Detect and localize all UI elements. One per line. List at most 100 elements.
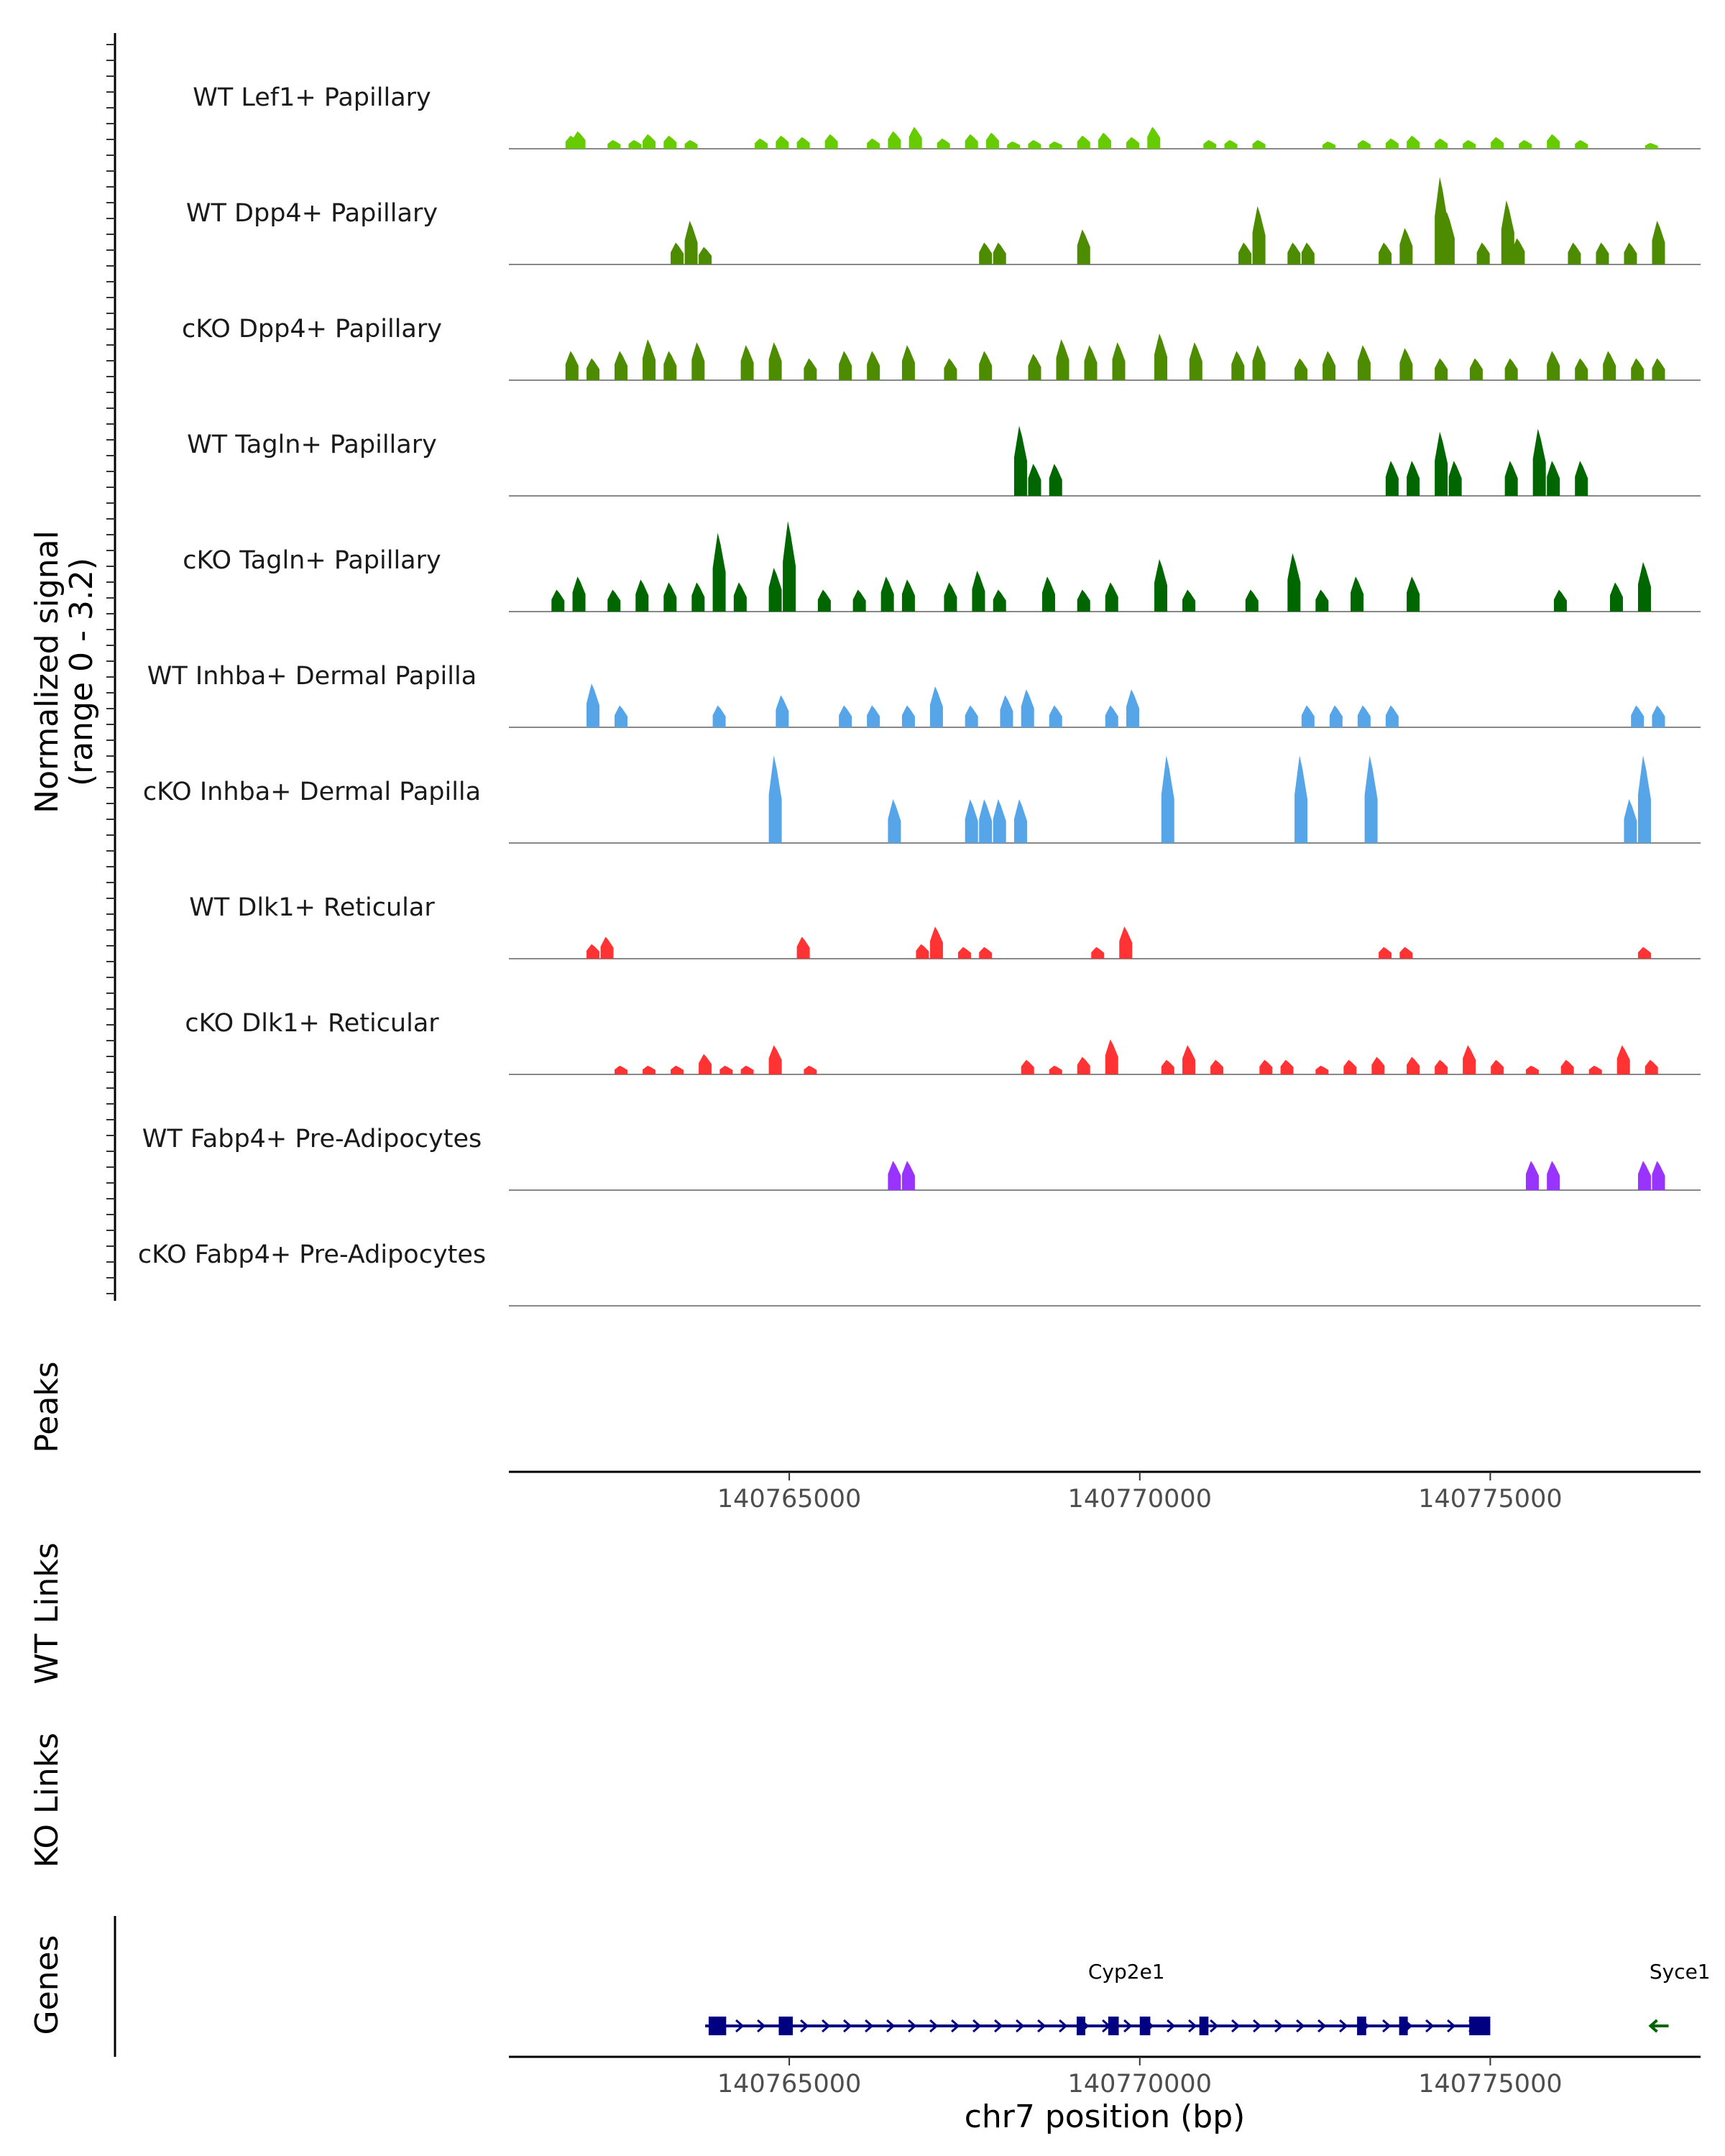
coverage-peak bbox=[1519, 139, 1532, 149]
coverage-peak bbox=[1379, 946, 1392, 959]
track: WT Dpp4+ Papillary bbox=[186, 177, 1701, 265]
coverage-peak bbox=[740, 345, 754, 380]
coverage-peak bbox=[1041, 576, 1055, 612]
coverage-peak bbox=[776, 135, 789, 149]
peaks-x-axis-ticks: 140765000 140770000 140775000 bbox=[717, 1472, 1563, 1514]
coverage-peak bbox=[867, 138, 880, 149]
strand-arrow bbox=[1317, 2019, 1327, 2033]
coverage-peak bbox=[684, 221, 698, 264]
coverage-peak bbox=[1357, 345, 1371, 380]
coverage-peak bbox=[1028, 354, 1041, 380]
coverage-peak bbox=[1049, 705, 1062, 727]
coverage-peak bbox=[965, 705, 978, 727]
track-label: cKO Fabp4+ Pre-Adipocytes bbox=[138, 1240, 486, 1269]
coverage-peak bbox=[1259, 1059, 1273, 1074]
coverage-peak bbox=[1652, 221, 1665, 264]
coverage-peak bbox=[1491, 137, 1504, 149]
x-tick-label: 140775000 bbox=[1418, 1485, 1562, 1514]
coverage-peak bbox=[1301, 705, 1315, 727]
strand-arrow bbox=[929, 2019, 939, 2033]
coverage-peak bbox=[1105, 705, 1118, 727]
strand-arrow bbox=[1188, 2019, 1197, 2033]
coverage-peak bbox=[1126, 689, 1140, 727]
coverage-peak bbox=[776, 695, 789, 727]
coverage-peak bbox=[1049, 141, 1062, 149]
coverage-peak bbox=[1512, 238, 1525, 264]
coverage-peak bbox=[979, 351, 993, 380]
track: WT Inhba+ Dermal Papilla bbox=[147, 662, 1701, 728]
coverage-peak bbox=[1476, 242, 1490, 264]
coverage-peak bbox=[615, 705, 628, 727]
coverage-peak bbox=[768, 568, 782, 612]
coverage-peak bbox=[1049, 464, 1062, 496]
coverage-peak bbox=[867, 705, 880, 727]
track-label: cKO Dpp4+ Papillary bbox=[182, 315, 442, 344]
coverage-peak bbox=[768, 755, 782, 843]
coverage-peak bbox=[768, 1045, 782, 1074]
coverage-peak bbox=[839, 351, 852, 380]
exon bbox=[1108, 2017, 1119, 2035]
coverage-peak bbox=[1491, 1059, 1504, 1074]
gene-annotations: Cyp2e1 Syce1 bbox=[705, 1960, 1711, 2035]
coverage-peak bbox=[1435, 431, 1448, 496]
coverage-peak bbox=[663, 582, 677, 612]
coverage-peak bbox=[1399, 348, 1413, 380]
coverage-peak bbox=[1575, 461, 1588, 496]
coverage-y-axis-ticks bbox=[106, 44, 115, 1294]
coverage-peak bbox=[1501, 200, 1514, 264]
x-tick-label: 140765000 bbox=[717, 2070, 861, 2099]
coverage-peak bbox=[1441, 211, 1455, 264]
coverage-peak bbox=[607, 139, 621, 149]
coverage-peak bbox=[615, 1065, 628, 1074]
coverage-peak bbox=[908, 126, 922, 149]
track: cKO Dlk1+ Reticular bbox=[185, 1009, 1701, 1075]
coverage-peak bbox=[1013, 799, 1027, 843]
coverage-peak bbox=[796, 936, 810, 959]
coverage-y-axis-subtitle: (range 0 - 3.2) bbox=[63, 558, 100, 786]
coverage-peak bbox=[993, 242, 1006, 264]
strand-arrow bbox=[908, 2019, 917, 2033]
coverage-peak bbox=[1616, 1045, 1630, 1074]
coverage-peak bbox=[1105, 582, 1118, 612]
coverage-peak bbox=[1435, 358, 1448, 380]
coverage-peak bbox=[804, 358, 817, 380]
exon bbox=[708, 2017, 727, 2035]
strand-arrow bbox=[886, 2019, 896, 2033]
track-label: WT Lef1+ Papillary bbox=[193, 83, 431, 112]
coverage-peak bbox=[993, 799, 1006, 843]
coverage-peak bbox=[551, 589, 565, 612]
coverage-peak bbox=[1287, 553, 1301, 612]
track: cKO Fabp4+ Pre-Adipocytes bbox=[138, 1240, 1701, 1307]
coverage-peak bbox=[572, 131, 586, 149]
coverage-peak bbox=[1525, 1065, 1539, 1074]
coverage-peak bbox=[880, 576, 894, 612]
coverage-peak bbox=[1385, 705, 1399, 727]
coverage-peak bbox=[1280, 1059, 1294, 1074]
coverage-peak bbox=[1644, 1059, 1658, 1074]
coverage-peak bbox=[1112, 342, 1126, 380]
coverage-peak bbox=[888, 1161, 901, 1190]
coverage-peak bbox=[979, 946, 993, 959]
coverage-peak bbox=[929, 686, 943, 727]
strand-arrow bbox=[1167, 2019, 1176, 2033]
coverage-peak bbox=[817, 589, 831, 612]
strand-arrow bbox=[1231, 2019, 1241, 2033]
coverage-peak bbox=[1210, 1059, 1224, 1074]
strand-arrow bbox=[1016, 2019, 1025, 2033]
coverage-peak bbox=[1245, 589, 1259, 612]
coverage-peak bbox=[1182, 589, 1196, 612]
coverage-peak bbox=[1547, 351, 1560, 380]
coverage-peak bbox=[1021, 1059, 1034, 1074]
coverage-peak bbox=[937, 138, 950, 149]
track: WT Lef1+ Papillary bbox=[193, 83, 1701, 149]
coverage-peak bbox=[867, 351, 880, 380]
coverage-peak bbox=[1525, 1161, 1539, 1190]
coverage-peak bbox=[901, 1161, 915, 1190]
coverage-peak bbox=[839, 705, 852, 727]
coverage-peak bbox=[1154, 333, 1168, 380]
coverage-peak bbox=[993, 589, 1006, 612]
coverage-peak bbox=[1547, 1161, 1560, 1190]
coverage-peak bbox=[1294, 358, 1308, 380]
coverage-peak bbox=[1077, 589, 1090, 612]
